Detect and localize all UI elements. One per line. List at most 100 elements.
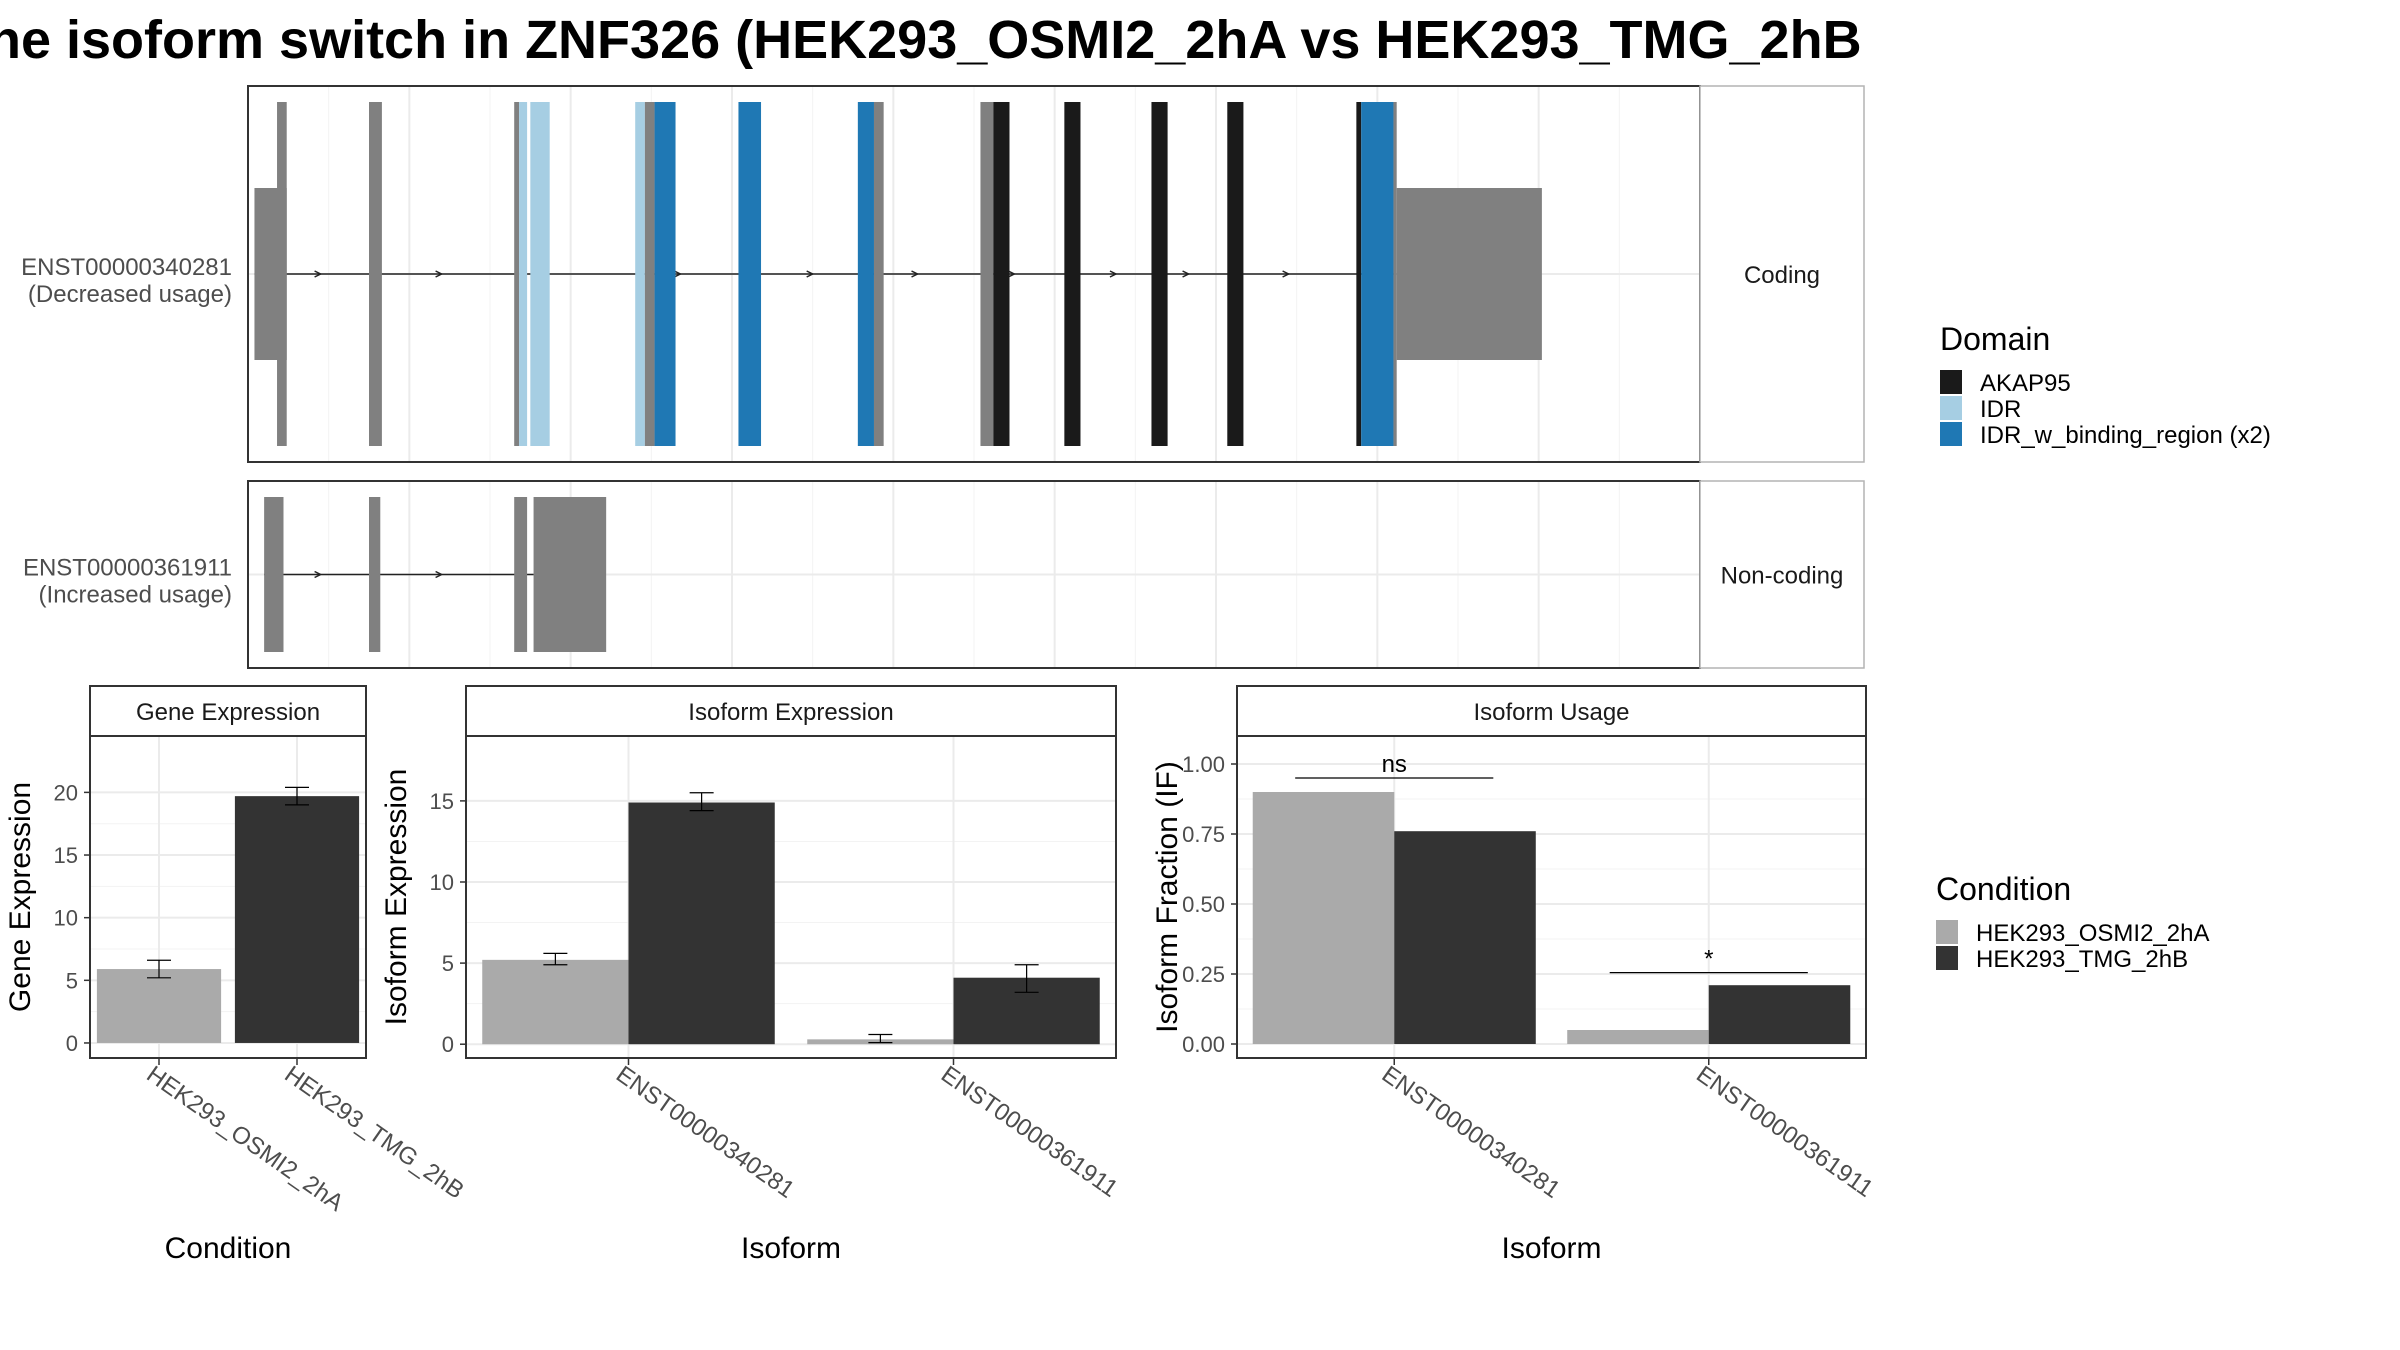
y-tick-label: 0.00 (1182, 1032, 1225, 1057)
x-axis-title: Condition (165, 1232, 292, 1265)
y-axis-title: Isoform Expression (380, 769, 413, 1026)
exon-segment (514, 102, 520, 446)
intron-direction-arrow (806, 270, 815, 278)
intron-direction-arrow (435, 570, 444, 579)
exon-segment (644, 102, 655, 446)
transcript-panel-ENST00000361911: Non-coding ENST00000361911(Increased usag… (23, 480, 1865, 669)
bar-HEK293_TMG_2hB (234, 796, 360, 1043)
intron-direction-arrow (911, 270, 920, 278)
bar-HEK293_OSMI2_2hA (96, 969, 222, 1043)
y-tick-label: 5 (442, 951, 454, 976)
legend-key (1936, 946, 1958, 970)
exon-AKAP95-domain (1064, 102, 1081, 446)
facet-strip-label: Isoform Expression (688, 699, 893, 726)
panel-strip (1699, 85, 1865, 463)
panel-strip-label: Coding (1744, 262, 1820, 289)
exon-AKAP95-domain (1151, 102, 1168, 446)
exon-segment (277, 102, 287, 446)
exon-IDR_w_binding_region-domain (857, 102, 874, 446)
facet-strip (89, 685, 367, 737)
legend-label: HEK293_OSMI2_2hA (1976, 920, 2209, 947)
intron-direction-arrow (1007, 270, 1017, 278)
panel-strip-label: Non-coding (1721, 563, 1844, 590)
exon-AKAP95-domain (993, 102, 1010, 446)
y-tick-label: 10 (430, 870, 454, 895)
bar-HEK293_OSMI2_2hA (1567, 1030, 1709, 1044)
x-tick-label: ENST00000361911 (1691, 1061, 1878, 1203)
legend-key (1940, 370, 1962, 394)
facet-strip-label: Gene Expression (136, 699, 320, 726)
bar-HEK293_TMG_2hB (1708, 985, 1851, 1044)
legend-title: Domain (1940, 321, 2050, 357)
exon-segment (1393, 102, 1397, 446)
legend-title: Condition (1936, 871, 2071, 907)
exon-segment (873, 102, 884, 446)
y-tick-label: 0 (66, 1031, 78, 1056)
exon-AKAP95-domain (1227, 102, 1244, 446)
exon-IDR-domain (519, 102, 528, 446)
exon-segment (369, 102, 382, 446)
y-tick-label: 1.00 (1182, 752, 1225, 777)
intron-direction-arrow (314, 570, 323, 579)
transcript-id-label: ENST00000340281 (21, 254, 232, 281)
legend-key (1940, 422, 1962, 446)
facet-strip (465, 685, 1117, 737)
transcript-panel-ENST00000340281: Coding ENST00000340281(Decreased usage) (21, 85, 1865, 463)
transcript-structure-panel: Coding ENST00000340281(Decreased usage) No… (21, 85, 1865, 669)
exon-IDR_w_binding_region-domain (1361, 102, 1394, 446)
y-tick-label: 10 (54, 906, 78, 931)
bar-HEK293_OSMI2_2hA (1252, 792, 1395, 1044)
legend-label: AKAP95 (1980, 370, 2071, 397)
significance-label: ns (1382, 751, 1407, 778)
bar-HEK293_OSMI2_2hA (482, 959, 629, 1045)
intron-direction-arrow (314, 270, 323, 278)
exon-segment (1396, 188, 1542, 360)
y-tick-label: 15 (430, 789, 454, 814)
figure-title: he isoform switch in ZNF326 (HEK293_OSMI… (0, 10, 1862, 70)
y-tick-label: 0.50 (1182, 892, 1225, 917)
intron-direction-arrow (1182, 270, 1191, 278)
y-tick-label: 0.25 (1182, 962, 1225, 987)
y-axis-title: Gene Expression (4, 782, 37, 1012)
legend-label: IDR_w_binding_region (x2) (1980, 422, 2271, 449)
bar-HEK293_TMG_2hB (1394, 831, 1536, 1044)
bar-HEK293_TMG_2hB (628, 802, 775, 1045)
chart-isoform-expression: 0 5 10 15 ENST00000340281 ENST00000361911 Isof… (380, 685, 1123, 1265)
chart-isoform-usage: 0.00 0.25 0.50 0.75 1.00 ns * ENST00000340281 EN… (1151, 685, 1878, 1265)
exon-IDR-domain (530, 102, 550, 446)
transcript-usage-label: (Decreased usage) (28, 281, 232, 308)
x-tick-label: ENST00000361911 (936, 1061, 1123, 1203)
exon-IDR-domain (635, 102, 645, 446)
y-tick-label: 5 (66, 968, 78, 993)
intron-direction-arrow (1282, 270, 1291, 278)
x-axis-title: Isoform (741, 1232, 841, 1265)
exon-segment (369, 497, 381, 652)
intron-direction-arrow (435, 270, 444, 278)
facet-strip-label: Isoform Usage (1473, 699, 1629, 726)
y-tick-label: 0.75 (1182, 822, 1225, 847)
exon-segment (980, 102, 994, 446)
legend-label: IDR (1980, 396, 2021, 423)
transcript-id-label: ENST00000361911 (23, 555, 232, 582)
x-tick-label: ENST00000340281 (611, 1061, 799, 1204)
exon-IDR_w_binding_region-domain (738, 102, 762, 446)
exon-segment (533, 497, 607, 652)
intron-direction-arrow (1109, 270, 1118, 278)
y-tick-label: 15 (54, 843, 78, 868)
facet-strip (1236, 685, 1867, 737)
legend-key (1940, 396, 1962, 420)
exon-AKAP95-domain (1356, 102, 1362, 446)
y-axis-title: Isoform Fraction (IF) (1151, 761, 1184, 1033)
exon-segment (514, 497, 528, 652)
legend-label: HEK293_TMG_2hB (1976, 946, 2188, 973)
exon-IDR_w_binding_region-domain (654, 102, 676, 446)
x-tick-label: ENST00000340281 (1377, 1061, 1565, 1204)
significance-label: * (1704, 946, 1713, 973)
y-tick-label: 0 (442, 1032, 454, 1057)
intron-direction-arrow (674, 270, 683, 278)
transcript-usage-label: (Increased usage) (39, 582, 232, 609)
expression-bar-charts: 05101520HEK293_OSMI2_2hAHEK293_TMG_2hBGe… (4, 685, 1878, 1265)
